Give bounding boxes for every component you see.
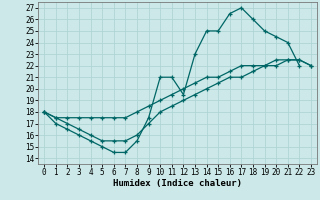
X-axis label: Humidex (Indice chaleur): Humidex (Indice chaleur) [113, 179, 242, 188]
